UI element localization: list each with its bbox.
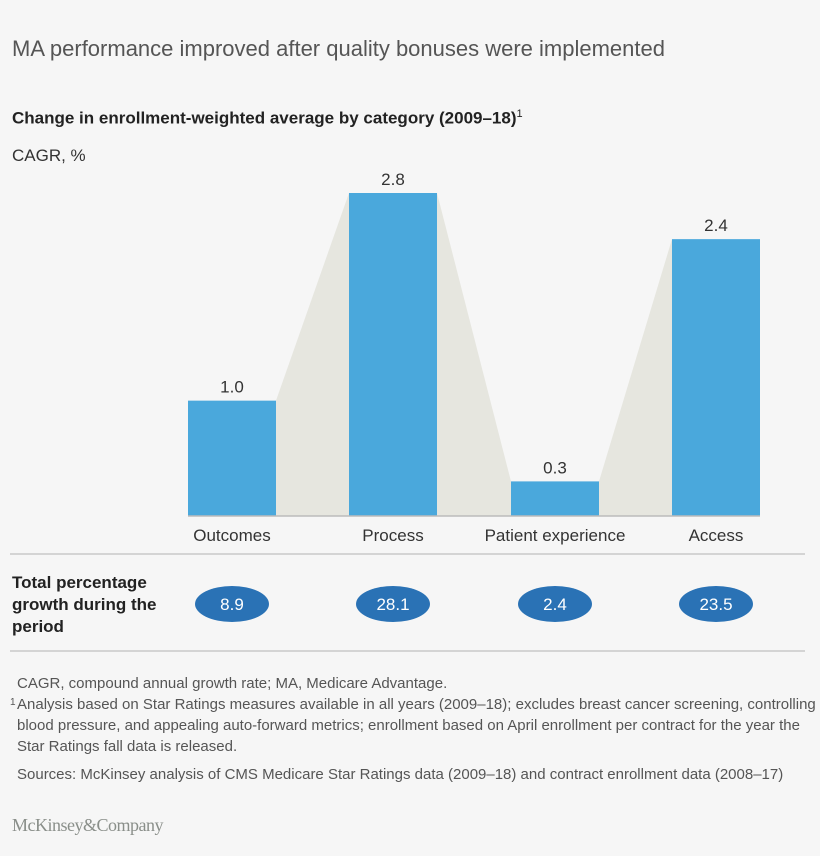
logo: McKinsey&Company: [12, 815, 164, 835]
sources: Sources: McKinsey analysis of CMS Medica…: [17, 766, 784, 783]
connector-area: [437, 193, 511, 516]
category-label: Outcomes: [193, 526, 270, 545]
bar-access: [672, 239, 760, 516]
category-label: Process: [362, 526, 423, 545]
chart-subtitle: Change in enrollment-weighted average by…: [12, 108, 523, 129]
total-value: 2.4: [543, 595, 567, 614]
total-value: 8.9: [220, 595, 244, 614]
connector-area: [276, 193, 349, 516]
y-axis-label: CAGR, %: [12, 146, 86, 165]
total-oval: [195, 586, 269, 622]
total-value: 23.5: [699, 595, 732, 614]
chart-title: MA performance improved after quality bo…: [12, 36, 665, 61]
bar-chart: 1.0 Outcomes 8.9 2.8 Process 28.1 0.3 Patient e…: [10, 170, 805, 652]
bar-patient-experience: [511, 481, 599, 516]
footnote-1: 1 Analysis based on Star Ratings measures…: [10, 694, 817, 757]
footnote-abbreviations: CAGR, compound annual growth rate; MA, M…: [17, 675, 448, 692]
footnote-1-text: Analysis based on Star Ratings measures …: [17, 696, 816, 755]
total-value: 28.1: [376, 595, 409, 614]
data-label: 1.0: [220, 378, 244, 397]
category-label: Access: [689, 526, 744, 545]
bar-outcomes: [188, 400, 276, 516]
footnote-marker: 1: [10, 697, 16, 708]
data-label: 0.3: [543, 458, 567, 477]
total-oval: [356, 586, 430, 622]
subtitle-text: Change in enrollment-weighted average by…: [12, 108, 517, 128]
category-label: Patient experience: [485, 526, 626, 545]
total-oval: [679, 586, 753, 622]
footnote-marker: 1: [516, 108, 523, 120]
data-label: 2.8: [381, 170, 405, 189]
connector-area: [599, 239, 672, 516]
bar-process: [349, 193, 437, 516]
total-oval: [518, 586, 592, 622]
data-label: 2.4: [704, 216, 728, 235]
total-row-label: Total percentage growth during the perio…: [12, 573, 157, 636]
